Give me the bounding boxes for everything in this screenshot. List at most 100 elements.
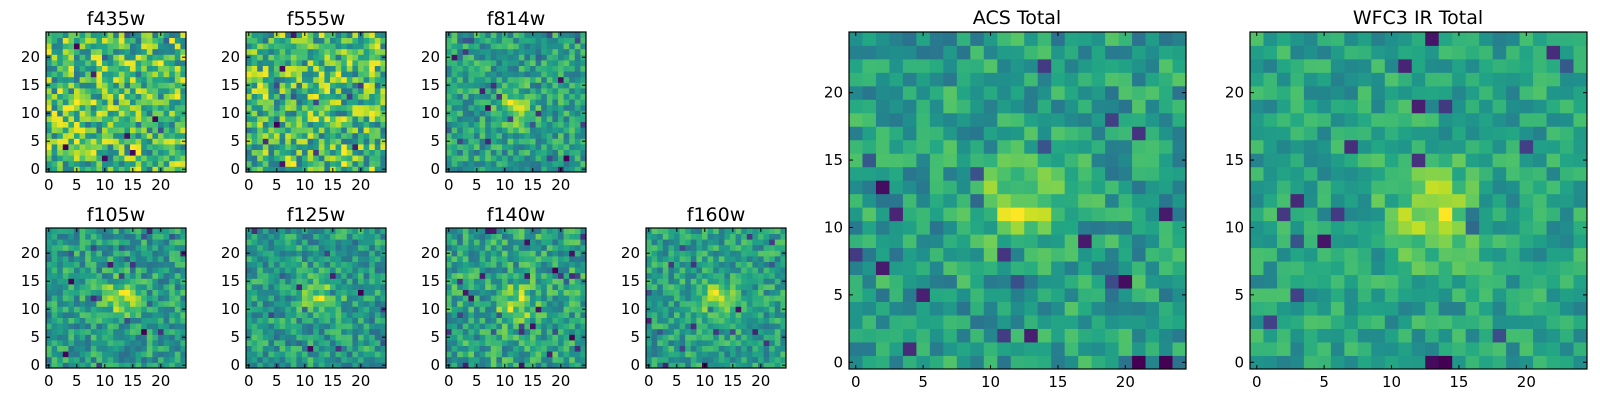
heatmap-cell [535,317,542,324]
heatmap-cell [363,93,370,100]
heatmap-cell [758,267,764,274]
heatmap-cell [696,328,703,335]
heatmap-cell [674,239,680,246]
heatmap-cell [85,43,92,50]
heatmap-cell [580,43,587,50]
heatmap-cell [262,65,269,72]
heatmap-cell [152,144,159,150]
heatmap-cell [246,149,252,156]
heatmap-cell [279,160,286,167]
heatmap-cell [180,228,187,234]
heatmap-cell [696,272,703,279]
heatmap-cell [268,345,275,352]
heatmap-cell [569,239,576,246]
heatmap-cell [502,76,508,83]
heatmap-cell [341,261,348,268]
heatmap-cell [169,284,176,290]
heatmap-cell [307,306,314,313]
heatmap-cell [1172,234,1187,249]
heatmap-cell [374,166,381,173]
heatmap-cell [268,138,275,145]
heatmap-cell [169,323,176,330]
heatmap-cell [85,323,92,330]
heatmap-cell [46,351,52,358]
heatmap-cell [324,149,331,156]
heatmap-cell [313,104,320,111]
heatmap-cell [135,110,142,117]
heatmap-cell [369,284,376,290]
heatmap-cell [507,278,514,285]
heatmap-cell [313,295,320,302]
heatmap-cell [662,323,669,330]
heatmap-cell [558,76,564,83]
heatmap-cell [569,48,576,55]
heatmap-cell [152,104,159,111]
heatmap-cell [107,88,114,94]
heatmap-cell [485,233,492,240]
heatmap-cell [746,244,753,251]
heatmap-cell [502,278,508,285]
heatmap-cell [130,351,136,358]
heatmap-cell [462,93,469,100]
heatmap-cell [657,362,664,369]
heatmap-cell [970,234,985,249]
heatmap-cell [257,144,264,150]
heatmap-cell [983,166,998,181]
heatmap-cell [46,312,52,318]
heatmap-cell [502,328,508,335]
heatmap-cell [341,295,348,302]
heatmap-cell [274,76,280,83]
heatmap-cell [363,160,370,167]
heatmap-cell [490,121,497,128]
heatmap-cell [152,345,159,352]
heatmap-cell [268,37,275,44]
heatmap-cell [85,362,92,369]
heatmap-cell [102,300,108,307]
heatmap-cell [1010,328,1025,343]
heatmap-cell [257,32,264,38]
heatmap-cell [546,312,553,318]
heatmap-cell [152,71,159,78]
heatmap-cell [352,340,359,346]
heatmap-cell [763,278,770,285]
heatmap-cell [135,323,142,330]
heatmap-cell [96,244,103,251]
heatmap-cell [180,60,187,66]
heatmap-cell [141,239,148,246]
heatmap-cell [51,306,58,313]
heatmap-cell [541,256,548,262]
heatmap-cell [96,76,103,83]
heatmap-cell [158,233,164,240]
heatmap-cell [96,284,103,290]
heatmap-cell [96,166,103,173]
heatmap-cell [479,132,486,139]
heatmap-cell [679,244,686,251]
heatmap-cell [970,355,985,370]
heatmap-cell [763,267,770,274]
heatmap-cell [363,362,370,369]
x-tick-label: 0 [444,372,454,390]
heatmap-cell [513,356,520,363]
heatmap-cell [96,312,103,318]
heatmap-cell [479,239,486,246]
heatmap-cell [541,228,548,234]
heatmap-cell [352,334,359,341]
heatmap-cell [1118,234,1133,249]
heatmap-cell [124,48,131,55]
heatmap-cell [257,267,264,274]
heatmap-cell [490,116,497,122]
heatmap-cell [62,334,69,341]
heatmap-cell [696,289,703,296]
heatmap-cell [257,71,264,78]
heatmap-cell [752,351,759,358]
heatmap-cell [546,328,553,335]
heatmap-cell [530,244,536,251]
heatmap-cell [180,76,187,83]
heatmap-cell [496,233,503,240]
heatmap-cell [552,323,559,330]
heatmap-cell [96,144,103,150]
heatmap-cell [296,166,303,173]
heatmap-cell [507,261,514,268]
heatmap-cell [290,244,297,251]
heatmap-cell [341,300,348,307]
